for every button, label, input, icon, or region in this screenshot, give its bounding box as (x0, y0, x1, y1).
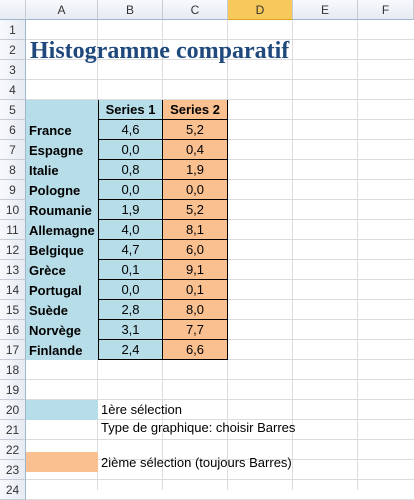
select-all-corner[interactable] (0, 0, 26, 20)
column-header-e[interactable]: E (293, 0, 358, 20)
row-header-22[interactable]: 22 (0, 440, 26, 460)
series-2-cell[interactable]: 0,0 (163, 180, 228, 200)
row-header-18[interactable]: 18 (0, 360, 26, 380)
country-cell[interactable]: Espagne (26, 140, 98, 160)
row-header-19[interactable]: 19 (0, 380, 26, 400)
series-2-cell[interactable]: 7,7 (163, 320, 228, 340)
country-cell[interactable]: France (26, 120, 98, 140)
country-cell[interactable]: Roumanie (26, 200, 98, 220)
country-cell[interactable]: Allemagne (26, 220, 98, 240)
column-header-a[interactable]: A (26, 0, 98, 20)
series-1-cell[interactable]: 2,8 (98, 300, 163, 320)
selection-1-swatch (26, 400, 98, 420)
gridline (26, 59, 414, 60)
gridline (26, 439, 414, 440)
row-header-20[interactable]: 20 (0, 400, 26, 420)
series-1-cell[interactable]: 0,0 (98, 140, 163, 160)
row-header-14[interactable]: 14 (0, 280, 26, 300)
row-header-6[interactable]: 6 (0, 120, 26, 140)
gridline (26, 399, 414, 400)
country-cell[interactable]: Portugal (26, 280, 98, 300)
row-header-1[interactable]: 1 (0, 20, 26, 40)
column-header-b[interactable]: B (98, 0, 163, 20)
row-header-24[interactable]: 24 (0, 480, 26, 500)
gridline (26, 99, 414, 100)
column-header-f[interactable]: F (358, 0, 414, 20)
row-header-16[interactable]: 16 (0, 320, 26, 340)
series-2-cell[interactable]: 6,6 (163, 340, 228, 360)
country-cell[interactable]: Finlande (26, 340, 98, 360)
gridline (357, 20, 358, 490)
gridline (26, 419, 414, 420)
country-cell[interactable]: Italie (26, 160, 98, 180)
row-header-7[interactable]: 7 (0, 140, 26, 160)
row-header-15[interactable]: 15 (0, 300, 26, 320)
row-header-3[interactable]: 3 (0, 60, 26, 80)
row-header-23[interactable]: 23 (0, 460, 26, 480)
series-2-cell[interactable]: 1,9 (163, 160, 228, 180)
series-1-cell[interactable]: 0,8 (98, 160, 163, 180)
series-2-cell[interactable]: 9,1 (163, 260, 228, 280)
gridline (26, 479, 414, 480)
series-2-cell[interactable]: 0,1 (163, 280, 228, 300)
country-cell[interactable]: Belgique (26, 240, 98, 260)
series-2-cell[interactable]: 5,2 (163, 200, 228, 220)
chart-type-note[interactable]: Type de graphique: choisir Barres (101, 419, 296, 435)
header-cell-a5[interactable] (26, 100, 98, 120)
row-header-13[interactable]: 13 (0, 260, 26, 280)
selection-2-swatch (26, 452, 98, 472)
row-header-17[interactable]: 17 (0, 340, 26, 360)
series-1-cell[interactable]: 2,4 (98, 340, 163, 360)
row-header-10[interactable]: 10 (0, 200, 26, 220)
gridline (26, 79, 414, 80)
row-header-5[interactable]: 5 (0, 100, 26, 120)
country-cell[interactable]: Grèce (26, 260, 98, 280)
gridline (26, 379, 414, 380)
country-cell[interactable]: Norvège (26, 320, 98, 340)
series-2-cell[interactable]: 0,4 (163, 140, 228, 160)
series-1-cell[interactable]: 0,0 (98, 180, 163, 200)
header-series-2[interactable]: Series 2 (163, 100, 228, 120)
row-header-11[interactable]: 11 (0, 220, 26, 240)
series-2-cell[interactable]: 8,0 (163, 300, 228, 320)
row-header-2[interactable]: 2 (0, 40, 26, 60)
series-1-cell[interactable]: 1,9 (98, 200, 163, 220)
series-2-cell[interactable]: 5,2 (163, 120, 228, 140)
column-header-c[interactable]: C (163, 0, 228, 20)
row-header-12[interactable]: 12 (0, 240, 26, 260)
gridline (26, 39, 414, 40)
series-1-cell[interactable]: 4,7 (98, 240, 163, 260)
column-header-d[interactable]: D (228, 0, 293, 20)
gridline (292, 20, 293, 490)
series-1-cell[interactable]: 4,0 (98, 220, 163, 240)
series-2-cell[interactable]: 8,1 (163, 220, 228, 240)
country-cell[interactable]: Suède (26, 300, 98, 320)
series-1-cell[interactable]: 0,1 (98, 260, 163, 280)
series-2-cell[interactable]: 6,0 (163, 240, 228, 260)
series-1-cell[interactable]: 0,0 (98, 280, 163, 300)
series-1-cell[interactable]: 4,6 (98, 120, 163, 140)
row-header-8[interactable]: 8 (0, 160, 26, 180)
gridline (26, 459, 414, 460)
header-series-1[interactable]: Series 1 (98, 100, 163, 120)
country-cell[interactable]: Pologne (26, 180, 98, 200)
sheet-title[interactable]: Histogramme comparatif (30, 38, 290, 64)
row-header-21[interactable]: 21 (0, 420, 26, 440)
row-header-4[interactable]: 4 (0, 80, 26, 100)
selection-1-note[interactable]: 1ère sélection (101, 401, 182, 417)
row-header-9[interactable]: 9 (0, 180, 26, 200)
series-1-cell[interactable]: 3,1 (98, 320, 163, 340)
selection-2-note[interactable]: 2ième sélection (toujours Barres) (101, 454, 292, 470)
